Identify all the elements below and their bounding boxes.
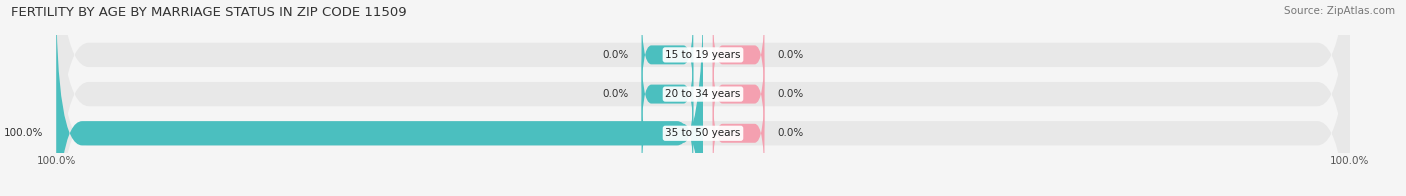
Text: FERTILITY BY AGE BY MARRIAGE STATUS IN ZIP CODE 11509: FERTILITY BY AGE BY MARRIAGE STATUS IN Z… bbox=[11, 6, 406, 19]
Text: 0.0%: 0.0% bbox=[778, 50, 804, 60]
Text: 35 to 50 years: 35 to 50 years bbox=[665, 128, 741, 138]
FancyBboxPatch shape bbox=[56, 0, 703, 196]
FancyBboxPatch shape bbox=[713, 45, 765, 143]
FancyBboxPatch shape bbox=[641, 5, 693, 104]
FancyBboxPatch shape bbox=[713, 5, 765, 104]
FancyBboxPatch shape bbox=[56, 0, 1350, 196]
FancyBboxPatch shape bbox=[56, 0, 1350, 196]
Text: 0.0%: 0.0% bbox=[778, 128, 804, 138]
Text: 15 to 19 years: 15 to 19 years bbox=[665, 50, 741, 60]
FancyBboxPatch shape bbox=[641, 84, 693, 183]
Text: Source: ZipAtlas.com: Source: ZipAtlas.com bbox=[1284, 6, 1395, 16]
FancyBboxPatch shape bbox=[713, 84, 765, 183]
Text: 0.0%: 0.0% bbox=[778, 89, 804, 99]
Text: 100.0%: 100.0% bbox=[4, 128, 44, 138]
FancyBboxPatch shape bbox=[641, 45, 693, 143]
Text: 0.0%: 0.0% bbox=[602, 50, 628, 60]
Text: 20 to 34 years: 20 to 34 years bbox=[665, 89, 741, 99]
FancyBboxPatch shape bbox=[56, 0, 1350, 196]
Text: 0.0%: 0.0% bbox=[602, 89, 628, 99]
